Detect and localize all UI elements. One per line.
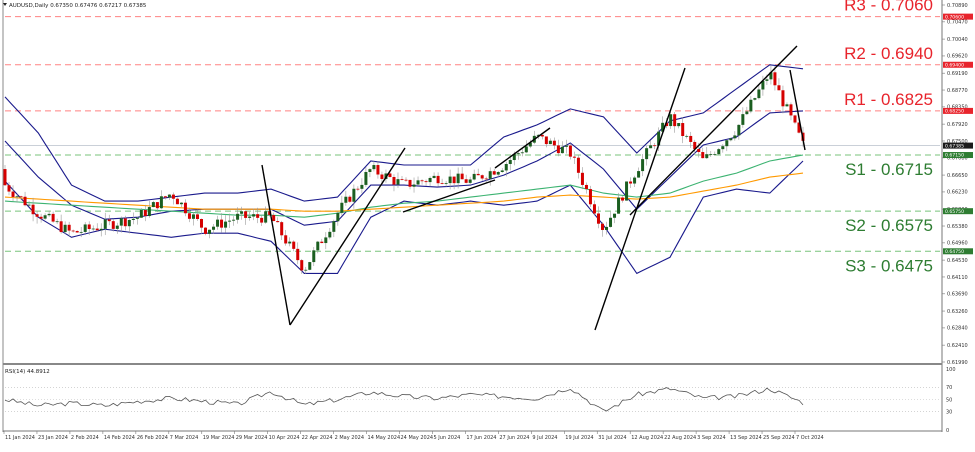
trendline[interactable]	[289, 147, 406, 326]
rsi-tick: 70	[946, 385, 952, 391]
price-tick: 0.65380	[947, 224, 968, 230]
price-tick: 0.62840	[947, 326, 968, 332]
price-tick: 0.63690	[947, 292, 968, 298]
price-tick: 0.64530	[947, 258, 968, 264]
time-tick: 12 Aug 2024	[631, 435, 663, 441]
time-tick: 2 May 2024	[335, 435, 364, 441]
indicator-line	[4, 154, 804, 218]
time-tick: 17 Jun 2024	[466, 435, 496, 441]
price-tick: 0.70890	[947, 3, 968, 9]
trendline[interactable]	[629, 45, 798, 216]
price-tick: 0.68350	[947, 105, 968, 111]
price-tick: 0.64110	[947, 275, 968, 281]
collapse-triangle-icon[interactable]	[3, 3, 7, 6]
rsi-label: RSI(14) 44.8912	[5, 369, 50, 375]
chart-title: AUDUSD,Daily 0.67350 0.67476 0.67217 0.6…	[3, 3, 147, 9]
rsi-tick: 100	[946, 367, 956, 373]
resistance-label: R3 - 0.7060	[844, 0, 933, 15]
time-tick: 2 Feb 2024	[71, 435, 99, 441]
level-price-tag: 0.69400	[945, 62, 964, 68]
level-price-tag: 0.64750	[945, 249, 964, 255]
rsi-tick: 0	[946, 428, 949, 434]
symbol-ohlc-label: AUDUSD,Daily 0.67350 0.67476 0.67217 0.6…	[9, 3, 147, 9]
rsi-tick: 50	[946, 397, 952, 403]
resistance-label: R1 - 0.6825	[844, 90, 933, 109]
level-price-tag: 0.67150	[945, 153, 964, 159]
current-price-tag: 0.67385	[945, 143, 964, 149]
price-axis: 0.70890 0.70470 0.70040 0.69620 0.69190 0.687…	[942, 3, 968, 366]
time-tick: 22 Apr 2024	[302, 435, 333, 441]
price-tick: 0.70040	[947, 37, 968, 43]
time-tick: 14 May 2024	[368, 435, 401, 441]
time-tick: 3 Sep 2024	[697, 435, 726, 441]
trendline[interactable]	[494, 127, 551, 169]
time-tick: 23 Jan 2024	[38, 435, 68, 441]
price-tick: 0.67080	[947, 156, 968, 162]
time-tick: 25 Sep 2024	[763, 435, 795, 441]
resistance-label: R2 - 0.6940	[844, 44, 933, 63]
price-tick: 0.62410	[947, 343, 968, 349]
price-tick: 0.70470	[947, 20, 968, 26]
trendlines-layer	[261, 45, 806, 331]
price-tick: 0.61990	[947, 360, 968, 366]
support-label: S1 - 0.6715	[845, 160, 933, 179]
price-tick: 0.66230	[947, 190, 968, 196]
levels-layer: R3 - 0.7060 R2 - 0.6940 R1 - 0.6825 S1 - 0.…	[5, 0, 940, 275]
price-tick: 0.69620	[947, 54, 968, 60]
rsi-panel: RSI(14) 44.8912 100 70 50 30 0	[4, 367, 956, 434]
support-label: S2 - 0.6575	[845, 216, 933, 235]
price-tick: 0.64960	[947, 241, 968, 247]
support-label: S3 - 0.6475	[845, 256, 933, 275]
time-tick: 29 Mar 2024	[236, 435, 268, 441]
rsi-axis: 100 70 50 30 0	[946, 367, 956, 434]
trendline[interactable]	[402, 179, 496, 213]
price-tick: 0.63260	[947, 309, 968, 315]
time-axis: 11 Jan 2024 23 Jan 2024 2 Feb 2024 14 Feb 2…	[3, 431, 824, 441]
time-tick: 13 Sep 2024	[730, 435, 762, 441]
trendline[interactable]	[789, 69, 806, 151]
trendline[interactable]	[594, 67, 686, 331]
rsi-tick: 30	[946, 410, 952, 416]
time-tick: 27 Jun 2024	[499, 435, 529, 441]
price-tick: 0.66650	[947, 173, 968, 179]
rsi-line	[4, 387, 804, 412]
time-tick: 22 Aug 2024	[664, 435, 696, 441]
time-tick: 7 Mar 2024	[170, 435, 199, 441]
trendline[interactable]	[261, 164, 291, 326]
price-tick: 0.67920	[947, 122, 968, 128]
indicator-line	[4, 110, 804, 226]
price-tick: 0.68770	[947, 88, 968, 94]
indicator-line	[4, 160, 804, 275]
time-tick: 11 Jan 2024	[5, 435, 35, 441]
level-price-tag: 0.68250	[945, 109, 964, 115]
time-tick: 19 Jul 2024	[565, 435, 593, 441]
time-tick: 5 Jun 2024	[433, 435, 460, 441]
level-price-tag: 0.65750	[945, 209, 964, 215]
price-tick: 0.67500	[947, 139, 968, 145]
time-tick: 31 Jul 2024	[598, 435, 626, 441]
time-tick: 19 Mar 2024	[203, 435, 235, 441]
price-tags: 0.70600 0.69400 0.68250 0.67150 0.65750 0.647…	[943, 13, 973, 255]
time-tick: 26 Feb 2024	[137, 435, 168, 441]
price-tick: 0.69190	[947, 71, 968, 77]
candles-layer	[3, 65, 805, 275]
time-tick: 9 Jul 2024	[532, 435, 557, 441]
time-tick: 7 Oct 2024	[796, 435, 824, 441]
time-tick: 14 Feb 2024	[104, 435, 135, 441]
indicator-line	[4, 172, 804, 212]
level-price-tag: 0.70600	[945, 14, 964, 20]
time-tick: 24 May 2024	[401, 435, 434, 441]
time-tick: 10 Apr 2024	[269, 435, 300, 441]
